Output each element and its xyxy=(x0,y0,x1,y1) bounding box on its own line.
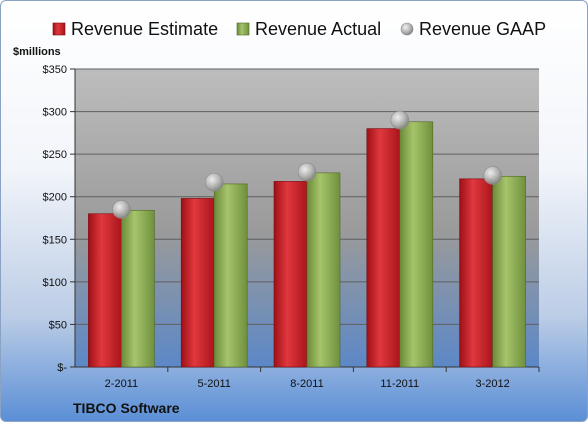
x-tick-label: 3-2012 xyxy=(475,378,509,390)
bar-revenue-estimate xyxy=(180,198,215,368)
y-tick-label: $150 xyxy=(43,234,67,246)
x-tick-label: 11-2011 xyxy=(380,378,419,390)
company-label: TIBCO Software xyxy=(73,400,180,416)
x-tick-label: 5-2011 xyxy=(197,378,230,390)
y-tick-label: $50 xyxy=(49,319,67,331)
legend: Revenue Estimate Revenue Actual Revenue GA… xyxy=(52,19,546,39)
unit-label: $millions xyxy=(13,46,61,58)
bar-revenue-estimate xyxy=(459,178,493,368)
legend-label: Revenue Estimate xyxy=(71,19,218,39)
bar-revenue-estimate xyxy=(366,128,401,368)
y-tick-label: $- xyxy=(57,362,67,374)
bar-revenue-actual xyxy=(121,210,155,368)
marker-revenue-gaap xyxy=(483,166,502,185)
marker-revenue-gaap xyxy=(112,200,131,219)
legend-swatch-revenue-actual xyxy=(236,22,250,36)
legend-label: Revenue GAAP xyxy=(419,19,546,39)
x-tick-label: 8-2011 xyxy=(290,378,323,390)
bar-revenue-actual xyxy=(399,121,434,368)
marker-revenue-gaap xyxy=(204,172,224,192)
bar-revenue-estimate xyxy=(88,213,122,368)
bar-revenue-actual xyxy=(306,172,341,368)
y-tick-label: $100 xyxy=(43,277,67,289)
x-axis: 2-2011 5-2011 8-2011 11-2011 3-2012 xyxy=(105,367,540,390)
marker-revenue-gaap xyxy=(390,110,410,130)
bars xyxy=(88,121,526,368)
y-tick-label: $200 xyxy=(43,192,67,204)
marker-revenue-gaap xyxy=(297,162,317,182)
bar-revenue-actual xyxy=(213,183,248,368)
legend-swatch-revenue-estimate xyxy=(52,22,66,36)
legend-label: Revenue Actual xyxy=(255,19,381,39)
legend-swatch-revenue-gaap xyxy=(400,22,414,36)
x-tick-label: 2-2011 xyxy=(105,378,138,390)
bar-revenue-actual xyxy=(492,175,526,368)
bar-revenue-estimate xyxy=(273,181,308,368)
y-tick-label: $300 xyxy=(43,107,67,119)
gaap-markers xyxy=(112,110,502,219)
y-tick-label: $350 xyxy=(43,64,67,76)
y-tick-label: $250 xyxy=(43,149,67,161)
